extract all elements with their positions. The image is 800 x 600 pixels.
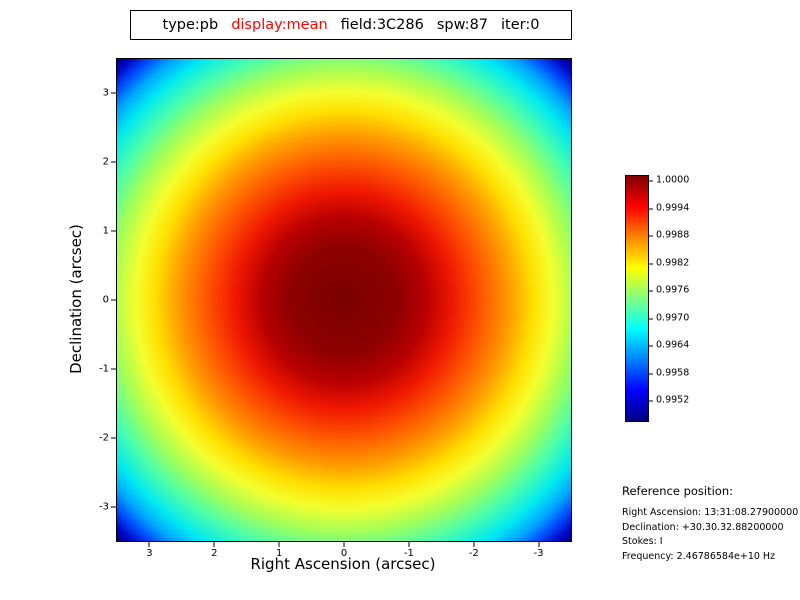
colorbar-tick-label: 0.9994	[656, 202, 690, 213]
x-tick-label: -1	[403, 548, 414, 559]
y-tick-mark	[111, 368, 116, 370]
y-tick-label: -2	[99, 432, 109, 444]
title-segment: field:3C286	[340, 17, 424, 33]
y-tick-mark	[111, 299, 116, 301]
reference-position-block: Reference position: Right Ascension: 13:…	[622, 484, 798, 564]
colorbar-tick-label: 0.9982	[656, 257, 690, 268]
x-tick-mark	[343, 542, 345, 547]
colorbar-tick-label: 0.9964	[656, 339, 690, 351]
title-segment: iter:0	[501, 17, 540, 33]
y-tick-label: 3	[102, 87, 109, 99]
title-segment: spw:87	[436, 17, 489, 33]
y-tick-mark	[111, 437, 116, 439]
x-tick-label: 0	[340, 548, 348, 559]
colorbar-tick-mark	[649, 400, 653, 402]
y-axis-title: Declination (arcsec)	[67, 224, 85, 374]
x-tick-mark	[213, 542, 215, 547]
x-tick-mark	[148, 542, 150, 547]
colorbar-tick-mark	[649, 235, 653, 237]
colorbar-tick-mark	[649, 318, 653, 319]
title-segment: type:pb	[162, 17, 219, 33]
colorbar	[625, 175, 653, 422]
colorbar-tick-label: 1.0000	[656, 174, 690, 186]
x-axis-title: Right Ascension (arcsec)	[250, 555, 436, 573]
colorbar-tick-label: 0.9988	[656, 229, 690, 241]
reference-position-line: Right Ascension: 13:31:08.27900000	[622, 507, 799, 518]
colorbar-tick-label: 0.9958	[656, 367, 690, 378]
y-tick-label: -3	[99, 501, 109, 513]
x-tick-label: 1	[275, 548, 283, 559]
y-tick-label: -1	[99, 363, 109, 375]
colorbar-tick-mark	[649, 345, 653, 347]
y-tick-mark	[111, 92, 116, 94]
reference-position-line: Stokes: I	[622, 536, 663, 547]
colorbar-tick-label: 0.9970	[656, 312, 690, 323]
y-tick-label: 1	[102, 225, 109, 237]
y-tick-label: 2	[102, 156, 109, 168]
colorbar-tick-mark	[649, 263, 653, 264]
colorbar-tick-mark	[649, 373, 653, 374]
x-tick-mark	[538, 542, 540, 547]
y-tick-mark	[111, 161, 116, 163]
title-segment: display:mean	[231, 17, 328, 33]
colorbar-tick-mark	[649, 180, 653, 182]
reference-position-heading: Reference position:	[622, 484, 733, 498]
plot-area[interactable]: 3 2 1 0 -1 -2 -3 3 2 1 0 -1 -2 -3	[99, 58, 572, 559]
y-tick-mark	[111, 506, 116, 508]
x-tick-mark	[278, 542, 280, 547]
reference-position-line: Frequency: 2.46786584e+10 Hz	[622, 550, 776, 562]
colorbar-tick-mark	[649, 208, 653, 209]
x-tick-mark	[473, 542, 475, 547]
x-tick-label: -2	[468, 548, 479, 559]
x-tick-label: 3	[146, 548, 153, 559]
colorbar-tick-label: 0.9952	[656, 394, 690, 406]
plot-title: type:pb display:mean field:3C286 spw:87 iter…	[130, 10, 572, 40]
colorbar-tick-mark	[649, 290, 653, 292]
x-tick-label: -3	[533, 548, 544, 559]
y-tick-label: 0	[102, 294, 109, 306]
x-tick-mark	[408, 542, 410, 547]
x-tick-label: 2	[211, 548, 218, 559]
colorbar-labels: 1.0000 0.9994 0.9988 0.9982 0.9976 0.9970 0.99…	[656, 175, 716, 420]
y-tick-mark	[111, 230, 116, 232]
colorbar-tick-label: 0.9976	[656, 284, 690, 296]
reference-position-line: Declination: +30.30.32.88200000	[622, 521, 784, 533]
